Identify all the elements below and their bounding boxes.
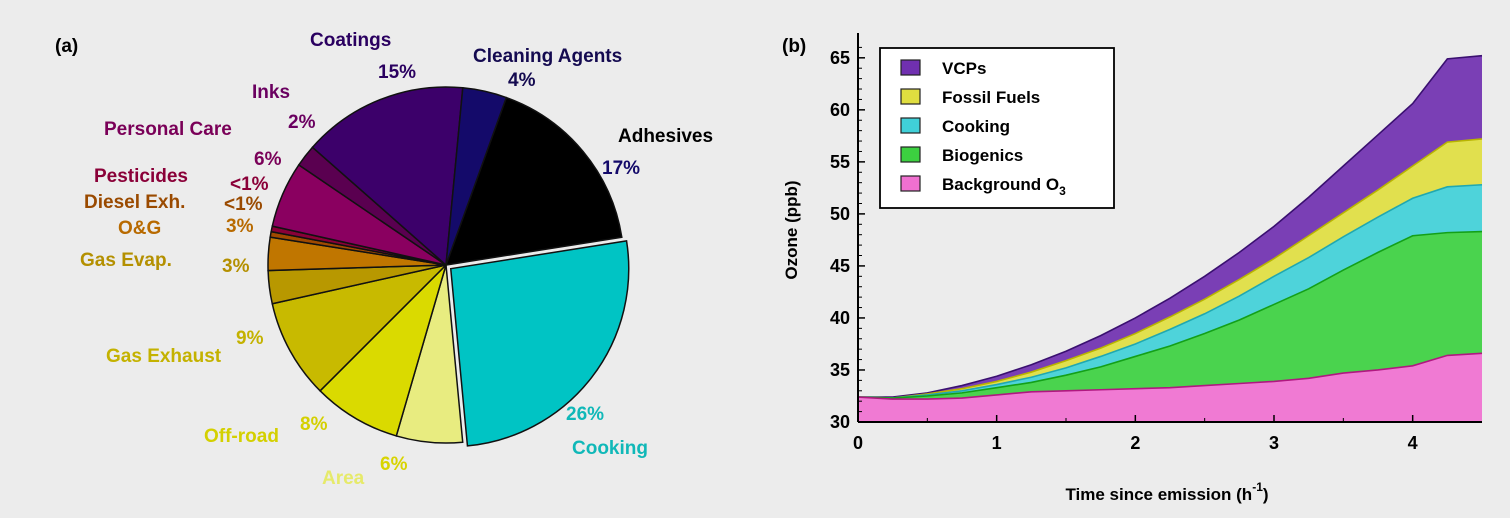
pie-slice-gas-exhaust xyxy=(271,263,449,392)
pie-pct-personal-care: 6% xyxy=(254,149,282,170)
line-vcps xyxy=(858,54,1483,398)
y-axis-title: Ozone (ppb) xyxy=(782,180,801,279)
y-tick-label: 40 xyxy=(830,308,850,328)
pie-label-cooking: Cooking xyxy=(572,438,648,459)
pie-pct-cleaning-agents: 4% xyxy=(508,70,536,91)
x-axis-title: Time since emission (h-1) xyxy=(1065,480,1268,504)
pie-chart: Adhesives 17% Cooking 26% Area 6% Off-road 8% Ga… xyxy=(80,30,713,489)
pie-label-inks: Inks xyxy=(252,82,290,103)
legend-label-subscript: 3 xyxy=(1059,184,1066,198)
legend-swatch-biogenics xyxy=(900,146,921,163)
pie-label-off-road: Off-road xyxy=(204,426,279,447)
y-tick-label: 50 xyxy=(830,204,850,224)
pie-pct-gas-evap: 3% xyxy=(222,256,250,277)
x-tick-label: 3 xyxy=(1269,433,1279,453)
pie-pct-inks: 2% xyxy=(288,112,316,133)
pie-label-personal-care: Personal Care xyxy=(104,119,232,140)
pie-label-pesticides: Pesticides xyxy=(94,166,188,187)
x-tick-label: 0 xyxy=(853,433,863,453)
legend-swatch-vcps xyxy=(900,59,921,76)
pie-pct-pesticides: <1% xyxy=(230,174,269,195)
legend: VCPs Fossil Fuels Cooking Biogenics Backgrou… xyxy=(879,47,1115,209)
y-tick-label: 65 xyxy=(830,48,850,68)
x-tick-label: 1 xyxy=(992,433,1002,453)
pie-label-area: Area xyxy=(322,468,365,489)
x-axis-title-end: ) xyxy=(1263,485,1269,504)
line-biogenics xyxy=(857,230,1483,399)
pie-slice-off-road xyxy=(319,264,447,437)
pie-pct-coatings: 15% xyxy=(378,62,416,83)
panel-label-a: (a) xyxy=(55,36,78,57)
y-tick-label: 55 xyxy=(830,152,850,172)
pie-label-cleaning-agents: Cleaning Agents xyxy=(473,46,622,67)
legend-swatch-fossil-fuels xyxy=(900,88,921,105)
panel-label-b: (b) xyxy=(782,36,806,57)
line-background-o3 xyxy=(857,352,1483,400)
pie-label-adhesives: Adhesives xyxy=(618,126,713,147)
x-tick-label: 2 xyxy=(1130,433,1140,453)
legend-label-fossil-fuels: Fossil Fuels xyxy=(942,88,1040,107)
area-chart: 30 35 40 45 50 55 60 65 0 1 2 3 4 VCPs Fossil Fuels Coo… xyxy=(830,33,1483,453)
pie-pct-off-road: 8% xyxy=(300,414,328,435)
legend-swatch-background-o3 xyxy=(900,175,921,192)
pie-slice-coatings xyxy=(311,86,464,267)
x-axis-title-main: Time since emission (h xyxy=(1065,485,1252,504)
y-tick-label: 30 xyxy=(830,412,850,432)
x-axis-title-sup: -1 xyxy=(1252,480,1263,494)
pie-label-o-g: O&G xyxy=(118,218,161,239)
area-biogenics xyxy=(858,231,1482,400)
pie-slice-cooking xyxy=(449,240,630,447)
pie-label-gas-evap: Gas Evap. xyxy=(80,250,172,271)
area-fossil-fuels xyxy=(858,138,1482,399)
x-tick-label: 4 xyxy=(1408,433,1418,453)
pie-pct-gas-exhaust: 9% xyxy=(236,328,264,349)
legend-swatch-cooking xyxy=(900,117,921,134)
legend-label-background-o3: Background O3 xyxy=(942,175,1066,198)
line-cooking xyxy=(857,183,1483,399)
y-tick-label: 45 xyxy=(830,256,850,276)
pie-label-coatings: Coatings xyxy=(310,30,391,51)
pie-slice-cleaning-agents xyxy=(445,86,508,266)
pie-pct-o-g: 3% xyxy=(226,216,254,237)
pie-label-diesel-exh: Diesel Exh. xyxy=(84,192,185,213)
pie-slice-adhesives xyxy=(444,96,623,266)
pie-label-gas-exhaust: Gas Exhaust xyxy=(106,346,222,367)
legend-label-vcps: VCPs xyxy=(942,59,986,78)
y-tick-label: 60 xyxy=(830,100,850,120)
pie-pct-adhesives: 17% xyxy=(602,158,640,179)
area-cooking xyxy=(858,184,1482,399)
y-tick-label: 35 xyxy=(830,360,850,380)
line-fossil-fuels xyxy=(857,138,1483,399)
legend-label-cooking: Cooking xyxy=(942,117,1010,136)
pie-pct-area: 6% xyxy=(380,454,408,475)
pie-pct-cooking: 26% xyxy=(566,404,604,425)
legend-label-biogenics: Biogenics xyxy=(942,146,1023,165)
pie-pct-diesel-exh: <1% xyxy=(224,194,263,215)
